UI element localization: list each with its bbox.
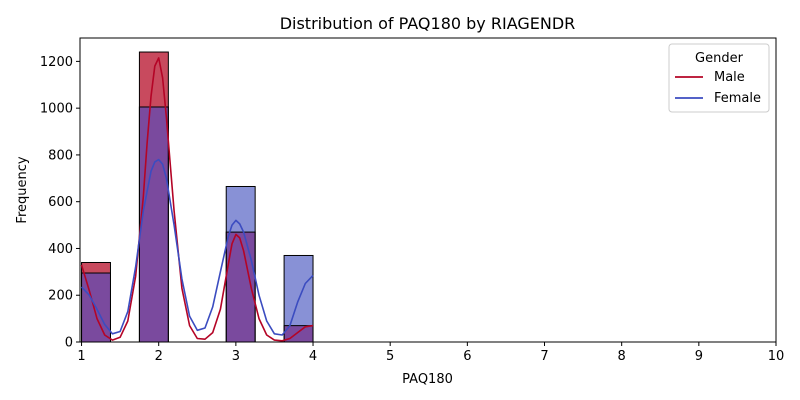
axes-layer: 1 2 3 4 5 6 7 8 9 10 0 200 400 600 800 1000 1200 (40, 37, 785, 364)
x-tick-label: 7 (540, 349, 548, 364)
chart-title: Distribution of PAQ180 by RIAGENDR (280, 14, 576, 33)
bar-overlap (139, 106, 169, 342)
x-tick-label: 1 (77, 349, 85, 364)
y-tick-label: 400 (48, 242, 73, 257)
x-axis-label: PAQ180 (402, 372, 453, 387)
legend-title: Gender (695, 51, 744, 66)
x-tick-label: 4 (309, 349, 317, 364)
kde-line-female (80, 158, 314, 336)
kde-line-male (80, 57, 314, 342)
y-axis-label: Frequency (15, 156, 30, 223)
x-tick-label: 6 (463, 349, 471, 364)
y-tick-label: 800 (48, 148, 73, 163)
legend-label-male: Male (714, 70, 745, 85)
y-tick-label: 1200 (40, 55, 73, 70)
y-tick-label: 0 (65, 336, 73, 351)
bars-layer (81, 51, 314, 343)
y-tick-label: 600 (48, 195, 73, 210)
plot-frame (79, 37, 777, 343)
x-tick-label: 5 (386, 349, 394, 364)
x-tick-label: 10 (768, 349, 785, 364)
bar-female-excess (284, 255, 314, 326)
y-tick-label: 1000 (40, 102, 73, 117)
x-tick-label: 9 (695, 349, 703, 364)
legend-frame (668, 43, 770, 113)
y-tick-label: 200 (48, 289, 73, 304)
x-tick-label: 8 (618, 349, 626, 364)
x-tick-label: 2 (155, 349, 163, 364)
x-tick-label: 3 (232, 349, 240, 364)
legend-label-female: Female (714, 91, 761, 106)
kde-layer (80, 57, 314, 342)
legend: Gender Male Female (668, 43, 770, 113)
bar-male-excess (81, 262, 111, 274)
